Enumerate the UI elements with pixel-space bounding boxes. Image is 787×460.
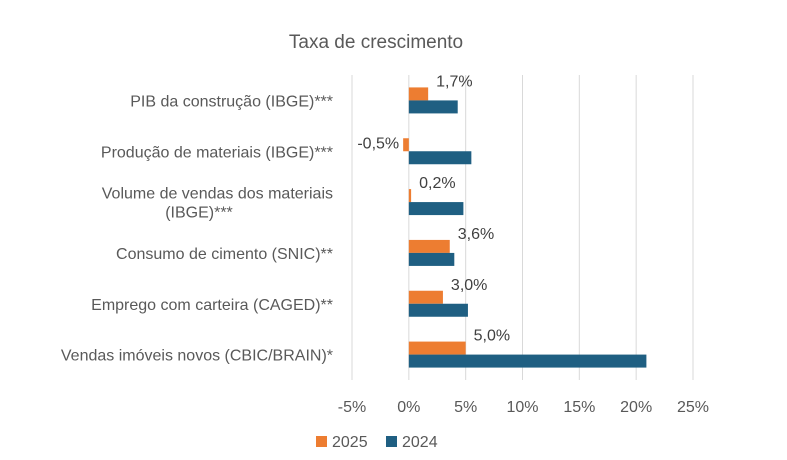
category-label: Produção de materiais (IBGE)*** xyxy=(101,144,333,161)
gridlines xyxy=(351,75,694,380)
data-label: 5,0% xyxy=(474,328,510,345)
x-tick-label: -5% xyxy=(338,399,366,416)
legend-label: 2024 xyxy=(402,434,438,451)
x-tick-label: 25% xyxy=(677,399,709,416)
x-axis-ticks: -5% 0% 5% 10% 15% 20% 25% xyxy=(338,399,709,416)
legend-swatch-2025 xyxy=(316,436,327,447)
bar-2025 xyxy=(408,341,466,355)
bar-2025 xyxy=(408,239,450,253)
x-tick-label: 0% xyxy=(397,399,420,416)
category-labels: PIB da construção (IBGE)*** Produção de m… xyxy=(61,93,333,364)
data-label: -0,5% xyxy=(357,135,399,152)
bar-2025 xyxy=(408,87,429,101)
category-label: Vendas imóveis novos (CBIC/BRAIN)* xyxy=(61,348,333,365)
data-label: 3,0% xyxy=(451,277,487,294)
bar-2024 xyxy=(408,252,455,266)
category-label: (IBGE)*** xyxy=(165,205,233,222)
category-label: Consumo de cimento (SNIC)** xyxy=(116,246,333,263)
bar-2024 xyxy=(408,151,472,165)
category-label: PIB da construção (IBGE)*** xyxy=(130,93,333,110)
category-label: Emprego com carteira (CAGED)** xyxy=(91,297,333,314)
bar-2024 xyxy=(408,303,468,317)
legend: 2025 2024 xyxy=(316,434,438,451)
x-tick-label: 20% xyxy=(620,399,652,416)
chart-title: Taxa de crescimento xyxy=(289,32,463,53)
data-label: 0,2% xyxy=(419,175,455,192)
x-tick-label: 10% xyxy=(506,399,538,416)
legend-label: 2025 xyxy=(332,434,368,451)
x-tick-label: 15% xyxy=(563,399,595,416)
bar-2024 xyxy=(408,202,464,216)
bar-2025 xyxy=(403,138,409,152)
data-label: 3,6% xyxy=(458,226,494,243)
legend-swatch-2024 xyxy=(386,436,397,447)
data-labels: 1,7% -0,5% 0,2% 3,6% 3,0% 5,0% xyxy=(357,73,510,344)
bar-2025 xyxy=(408,290,443,304)
x-tick-label: 5% xyxy=(454,399,477,416)
category-label: Volume de vendas dos materiais xyxy=(102,186,333,203)
bars xyxy=(403,87,647,368)
bar-2024 xyxy=(408,354,647,368)
bar-2025 xyxy=(408,189,412,203)
data-label: 1,7% xyxy=(436,73,472,90)
bar-2024 xyxy=(408,100,458,114)
